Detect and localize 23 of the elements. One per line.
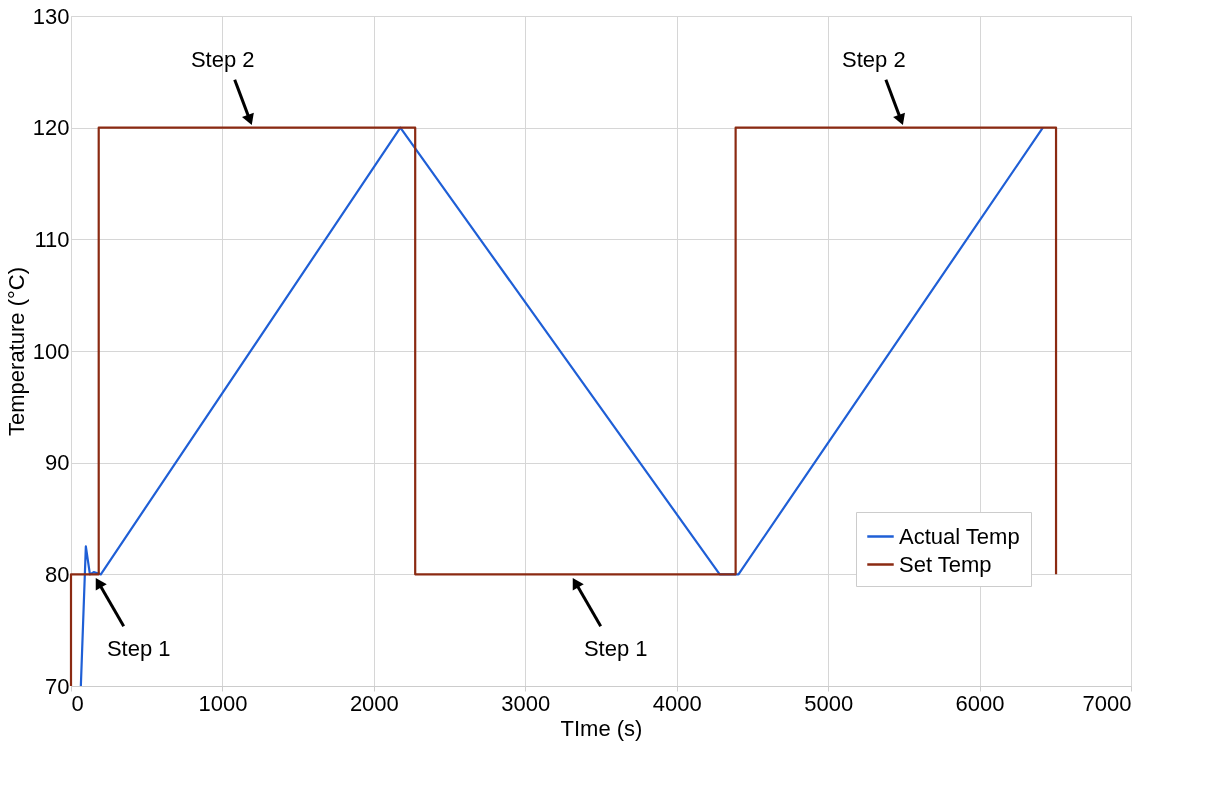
- x-axis-title: TIme (s): [560, 715, 643, 741]
- x-tick-label: 1000: [198, 690, 248, 716]
- x-tick-label: 6000: [955, 690, 1005, 716]
- x-tick-label: 0: [71, 690, 84, 716]
- y-tick-label: 80: [45, 561, 70, 587]
- y-tick-label: 110: [34, 226, 70, 252]
- y-tick-label: 120: [32, 115, 70, 141]
- x-tick-label: 3000: [501, 690, 551, 716]
- legend-label: Actual Temp: [899, 523, 1020, 549]
- annotation: Step 1: [583, 636, 648, 662]
- x-tick-label: 5000: [804, 690, 854, 716]
- y-tick-label: 130: [32, 3, 70, 29]
- annotation: Step 2: [190, 46, 255, 72]
- annotation: Step 2: [842, 46, 906, 72]
- y-axis-title: Temperature (°C): [3, 267, 29, 436]
- x-tick-label: 2000: [349, 690, 399, 716]
- y-tick-label: 90: [45, 450, 70, 476]
- y-tick-label: 100: [32, 338, 70, 364]
- legend-label: Set Temp: [899, 551, 992, 577]
- x-tick-label: 7000: [1082, 690, 1132, 716]
- y-tick-label: 70: [45, 673, 70, 699]
- x-tick-label: 4000: [652, 690, 702, 716]
- annotation: Step 1: [106, 636, 171, 662]
